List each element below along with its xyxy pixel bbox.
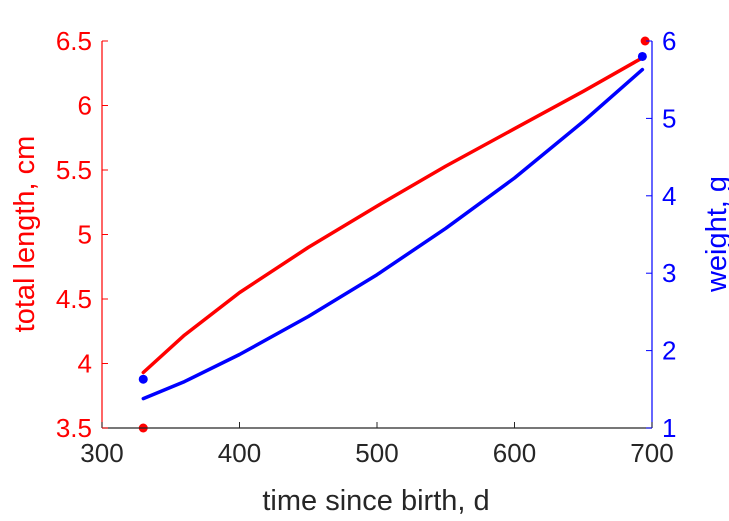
weight-point <box>637 51 647 61</box>
y-left-tick-label: 5 <box>78 220 92 250</box>
y-left-tick-label: 5.5 <box>56 155 92 185</box>
y-right-tick-label: 5 <box>662 103 676 133</box>
x-tick-label: 300 <box>80 438 123 468</box>
y-right-tick-label: 4 <box>662 181 676 211</box>
y-right-axis-label: weight, g <box>701 176 729 293</box>
weight-point <box>138 374 148 384</box>
y-right-tick-label: 6 <box>662 26 676 56</box>
y-right-tick-label: 2 <box>662 336 676 366</box>
x-tick-label: 400 <box>218 438 261 468</box>
y-left-tick-label: 6.5 <box>56 26 92 56</box>
series-layer <box>138 36 650 433</box>
x-tick-label: 500 <box>355 438 398 468</box>
y-left-tick-label: 6 <box>78 91 92 121</box>
x-axis-label: time since birth, d <box>262 485 489 517</box>
weight-line <box>141 67 645 401</box>
y-right-tick-label: 1 <box>662 413 676 443</box>
total-length-line <box>141 56 645 375</box>
y-left-tick-label: 4.5 <box>56 284 92 314</box>
y-right-tick-label: 3 <box>662 258 676 288</box>
x-tick-label: 700 <box>630 438 673 468</box>
axes-layer: 300 400 500 600 700 3.5 4 4.5 5 5.5 6 6.5 1 2 3 4 5 6 <box>56 26 677 468</box>
y-left-axis-label: total length, cm <box>9 136 41 333</box>
total-length-point <box>640 36 650 46</box>
y-left-tick-label: 4 <box>78 349 92 379</box>
y-left-tick-label: 3.5 <box>56 413 92 443</box>
x-tick-label: 600 <box>493 438 536 468</box>
